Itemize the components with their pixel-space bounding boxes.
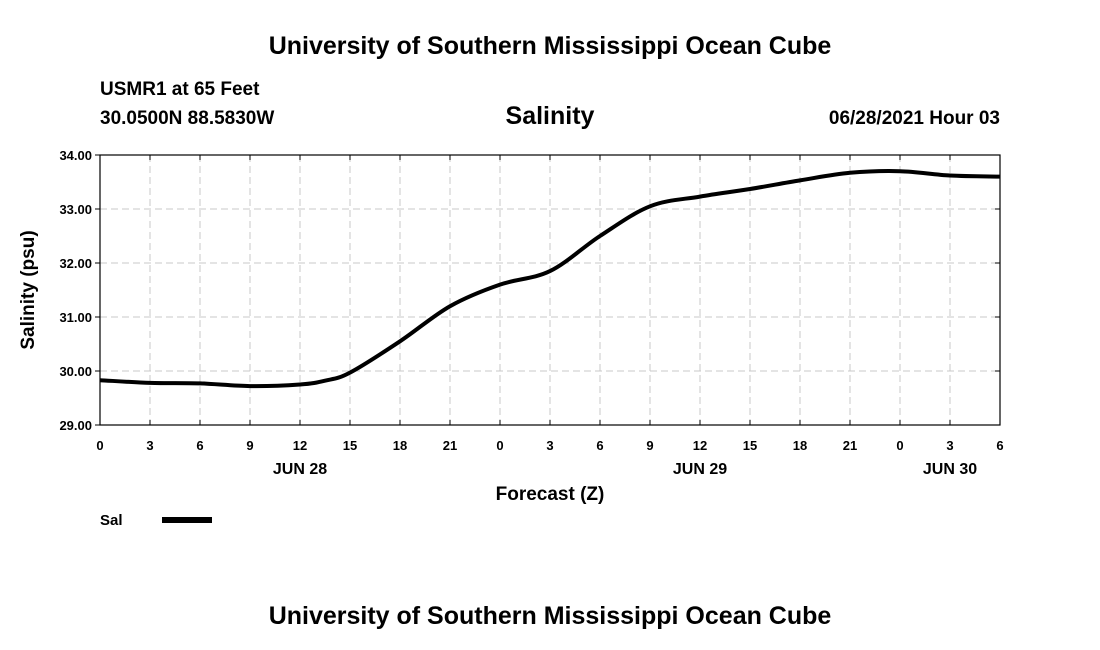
top-title: University of Southern Mississippi Ocean… (269, 32, 832, 60)
x-tick-label: 12 (693, 438, 707, 453)
x-tick-label: 3 (146, 438, 153, 453)
salinity-series-line (99, 169, 1001, 389)
x-tick-label: 6 (596, 438, 603, 453)
x-tick-label: 3 (946, 438, 953, 453)
x-tick-labels: 0 3 6 9 12 15 18 21 0 3 6 9 12 15 18 21 0 3 6 (96, 438, 1003, 453)
date-label: JUN 30 (923, 461, 977, 478)
variable-title: Salinity (506, 102, 595, 130)
y-tick-label: 33.00 (59, 202, 92, 217)
x-tick-label: 15 (343, 438, 357, 453)
y-tick-label: 31.00 (59, 310, 92, 325)
y-tick-label: 29.00 (59, 418, 92, 433)
date-label: JUN 29 (673, 461, 727, 478)
x-tick-label: 9 (246, 438, 253, 453)
tick-marks (95, 154, 1001, 426)
footer-title: University of Southern Mississippi Ocean… (269, 602, 832, 630)
x-tick-label: 9 (646, 438, 653, 453)
station-label: USMR1 at 65 Feet (100, 79, 260, 100)
y-tick-label: 34.00 (59, 148, 92, 163)
x-tick-label: 6 (196, 438, 203, 453)
legend-label: Sal (100, 512, 123, 529)
date-labels: JUN 28 JUN 29 JUN 30 (273, 461, 977, 478)
x-tick-label: 3 (546, 438, 553, 453)
coords-label: 30.0500N 88.5830W (100, 108, 274, 129)
date-label: JUN 28 (273, 461, 327, 478)
x-tick-label: 15 (743, 438, 757, 453)
x-tick-label: 12 (293, 438, 307, 453)
series-lines (99, 169, 1001, 389)
x-tick-label: 6 (996, 438, 1003, 453)
x-tick-label: 21 (843, 438, 857, 453)
x-axis-label: Forecast (Z) (496, 484, 605, 505)
x-tick-label: 18 (393, 438, 407, 453)
x-tick-label: 0 (896, 438, 903, 453)
y-tick-label: 30.00 (59, 364, 92, 379)
datetime-label: 06/28/2021 Hour 03 (829, 108, 1000, 129)
x-tick-label: 21 (443, 438, 457, 453)
x-tick-label: 0 (496, 438, 503, 453)
grid-lines (100, 155, 1000, 425)
y-tick-labels: 29.00 30.00 31.00 32.00 33.00 34.00 (59, 148, 92, 433)
y-tick-label: 32.00 (59, 256, 92, 271)
x-tick-label: 0 (96, 438, 103, 453)
x-tick-label: 18 (793, 438, 807, 453)
y-axis-label: Salinity (psu) (18, 230, 39, 349)
